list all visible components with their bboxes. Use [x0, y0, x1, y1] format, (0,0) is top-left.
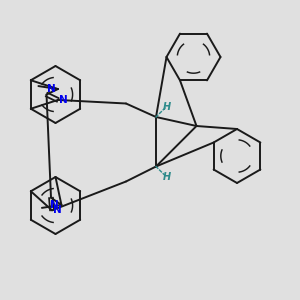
Text: N: N	[50, 200, 59, 210]
Text: N: N	[53, 205, 62, 215]
Text: H: H	[162, 172, 171, 182]
Text: N: N	[59, 95, 68, 105]
Text: H: H	[162, 101, 171, 112]
Text: N: N	[47, 84, 56, 94]
